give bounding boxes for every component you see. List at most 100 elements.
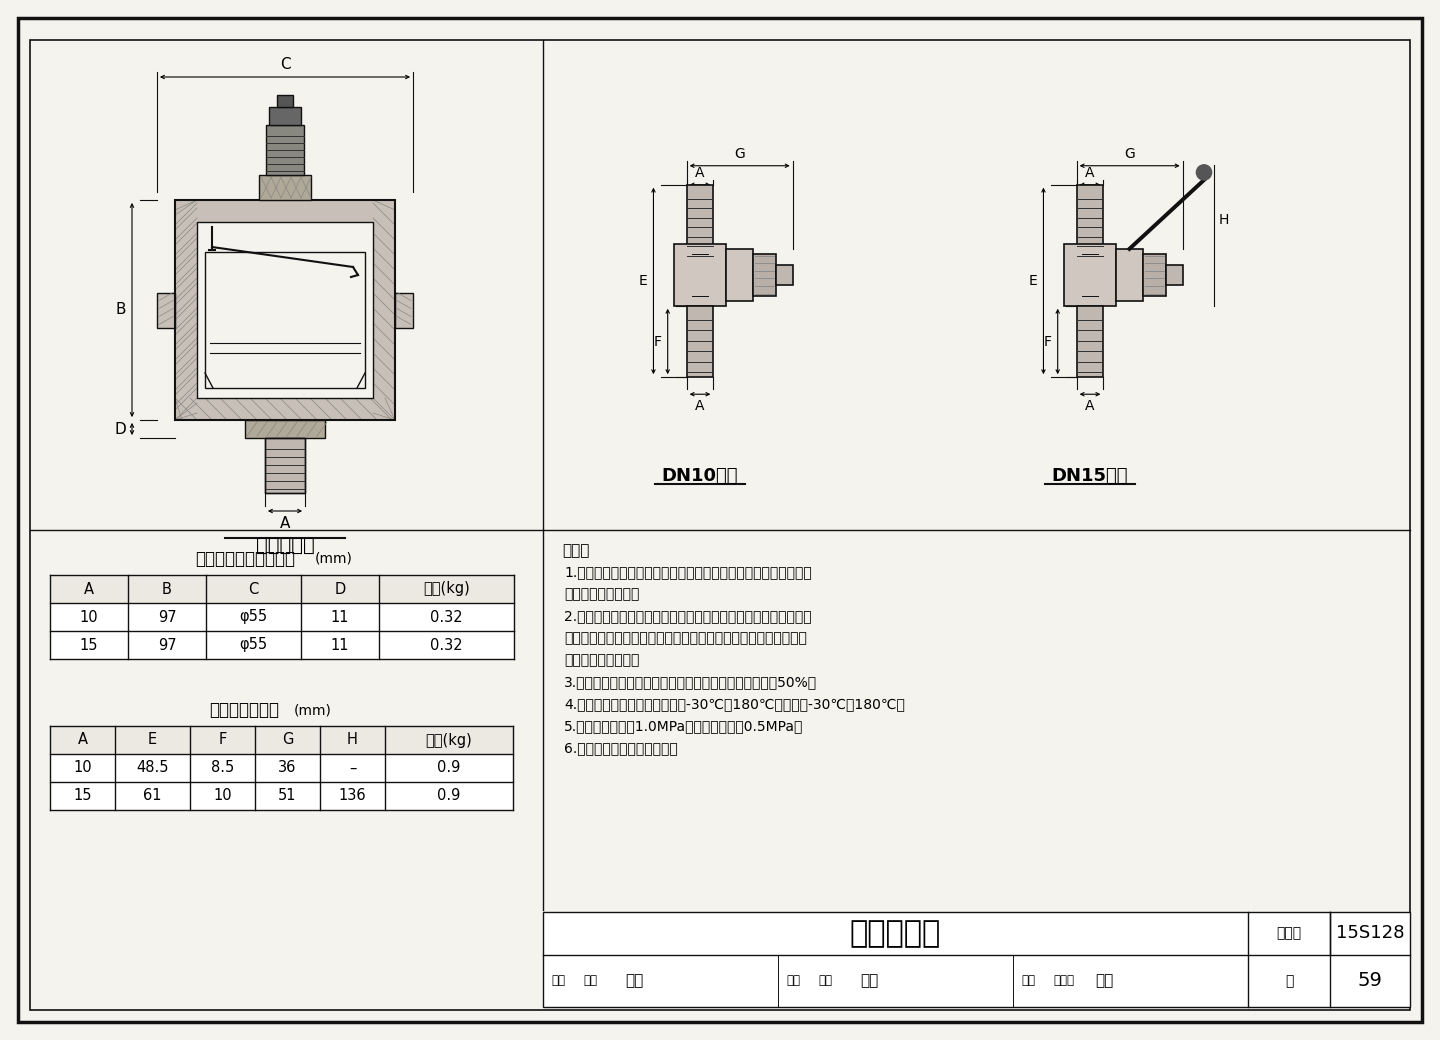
Text: 0.32: 0.32 — [431, 609, 462, 624]
Bar — [157, 292, 176, 328]
Bar — [197, 222, 373, 398]
Text: 36: 36 — [278, 760, 297, 776]
Text: 自动排气阀安装尺寸表: 自动排气阀安装尺寸表 — [194, 550, 295, 568]
Text: B: B — [115, 303, 127, 317]
Bar — [373, 200, 395, 420]
Bar — [1166, 264, 1182, 285]
Circle shape — [1197, 164, 1211, 180]
Text: A: A — [84, 581, 94, 597]
Text: A: A — [279, 516, 291, 531]
Bar — [1064, 244, 1116, 306]
Text: 王岩松: 王岩松 — [1053, 974, 1074, 987]
Text: 11: 11 — [331, 638, 350, 652]
Bar — [50, 575, 514, 603]
Text: 11: 11 — [331, 609, 350, 624]
Text: A: A — [1086, 165, 1094, 180]
Text: G: G — [282, 732, 294, 748]
Text: 48.5: 48.5 — [137, 760, 168, 776]
Bar — [687, 306, 713, 378]
Text: A: A — [78, 732, 88, 748]
Text: F: F — [1044, 335, 1051, 348]
Bar — [245, 420, 325, 438]
Bar — [687, 185, 713, 261]
Bar — [259, 175, 311, 200]
Text: 张昝: 张昝 — [818, 974, 832, 987]
Bar — [776, 264, 792, 285]
Text: 61: 61 — [143, 788, 161, 804]
Bar — [1116, 249, 1143, 302]
Bar — [395, 292, 413, 328]
Bar — [276, 95, 292, 107]
Text: 选用时需注明。: 选用时需注明。 — [564, 587, 639, 601]
Text: 59: 59 — [1358, 971, 1382, 990]
Text: 15: 15 — [73, 788, 92, 804]
Text: 求相连的阀杆带动排气活塞打开，将气体排除，液面随之上升: 求相连的阀杆带动排气活塞打开，将气体排除，液面随之上升 — [564, 631, 806, 645]
Bar — [50, 726, 513, 754]
Bar — [176, 200, 197, 420]
Bar — [266, 125, 304, 175]
Text: 自动排气阀: 自动排气阀 — [850, 919, 942, 947]
Bar — [265, 438, 305, 493]
Text: 1.　自动排气阀根据是否带球阀分为：无球阀和带球阀两种型式，: 1. 自动排气阀根据是否带球阀分为：无球阀和带球阀两种型式， — [564, 565, 812, 579]
Text: 5.　最大工作压力1.0MPa；最大排气压力0.5MPa。: 5. 最大工作压力1.0MPa；最大排气压力0.5MPa。 — [564, 719, 804, 733]
Text: D: D — [114, 421, 127, 437]
Text: 3.　介质：水、乙二醇溢液。其中乙二醇的最大百分比为50%。: 3. 介质：水、乙二醇溢液。其中乙二醇的最大百分比为50%。 — [564, 675, 816, 688]
Text: 0.9: 0.9 — [438, 788, 461, 804]
Text: 6.　本图根据市售产品绘制。: 6. 本图根据市售产品绘制。 — [564, 740, 678, 755]
Bar — [1077, 185, 1103, 261]
Text: φ55: φ55 — [239, 609, 268, 624]
Bar — [176, 200, 395, 222]
Text: A: A — [1086, 399, 1094, 413]
Text: 4.　工作温度范围：自动排气阀-30℃～180℃；球阀：-30℃～180℃。: 4. 工作温度范围：自动排气阀-30℃～180℃；球阀：-30℃～180℃。 — [564, 697, 904, 711]
Text: 校对: 校对 — [786, 974, 801, 987]
Text: B: B — [163, 581, 171, 597]
Text: 0.9: 0.9 — [438, 760, 461, 776]
Text: 97: 97 — [158, 638, 176, 652]
Bar — [269, 107, 301, 125]
Bar — [753, 254, 776, 296]
Text: F: F — [654, 335, 662, 348]
Text: 球阀安装尺寸表: 球阀安装尺寸表 — [209, 701, 279, 719]
Text: 贾事: 贾事 — [583, 974, 598, 987]
Bar — [50, 631, 514, 659]
Text: 张善: 张善 — [860, 973, 878, 988]
Text: 8.5: 8.5 — [210, 760, 235, 776]
Bar — [543, 912, 1410, 1007]
Text: G: G — [734, 147, 744, 161]
Text: 15S128: 15S128 — [1336, 925, 1404, 942]
Text: 关闭排气活塞。: 关闭排气活塞。 — [564, 653, 639, 667]
Text: A: A — [696, 399, 704, 413]
Text: F: F — [219, 732, 226, 748]
Bar — [50, 754, 513, 782]
Text: 玳松: 玳松 — [1094, 973, 1113, 988]
Text: 15: 15 — [79, 638, 98, 652]
Text: 51: 51 — [278, 788, 297, 804]
Text: 设计: 设计 — [1021, 974, 1035, 987]
Text: C: C — [279, 57, 291, 72]
Text: 图集号: 图集号 — [1276, 927, 1302, 940]
Text: 重量(kg): 重量(kg) — [423, 581, 469, 597]
Bar — [726, 249, 753, 302]
Bar — [176, 200, 395, 420]
Text: 页: 页 — [1284, 973, 1293, 988]
Text: C: C — [248, 581, 259, 597]
Bar — [1143, 254, 1166, 296]
Text: E: E — [148, 732, 157, 748]
Text: A: A — [696, 165, 704, 180]
Bar — [204, 252, 364, 388]
Text: 10: 10 — [79, 609, 98, 624]
Text: G: G — [1125, 147, 1135, 161]
Bar — [50, 603, 514, 631]
Text: 审核: 审核 — [552, 974, 564, 987]
Text: φ55: φ55 — [239, 638, 268, 652]
Text: 2.　工作原理：阀门内空气聚集使液面下降，带动浮球下降。与浮: 2. 工作原理：阀门内空气聚集使液面下降，带动浮球下降。与浮 — [564, 609, 812, 623]
Text: (mm): (mm) — [315, 552, 353, 566]
Text: DN15球阀: DN15球阀 — [1051, 467, 1129, 485]
Text: 重量(kg): 重量(kg) — [426, 732, 472, 748]
Text: DN10球阀: DN10球阀 — [662, 467, 739, 485]
Bar — [176, 398, 395, 420]
Text: 黑丰: 黑丰 — [625, 973, 644, 988]
Bar — [1077, 306, 1103, 378]
Bar — [50, 782, 513, 810]
Text: 说明：: 说明： — [562, 543, 589, 558]
